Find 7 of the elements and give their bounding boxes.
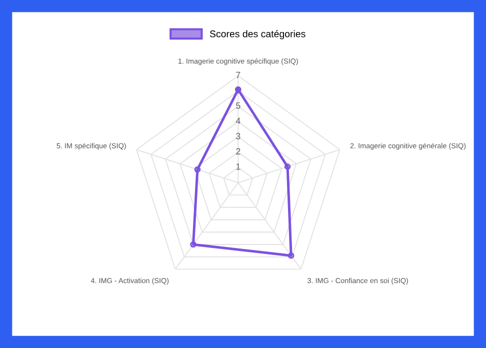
y-tick-label: 3	[236, 132, 240, 140]
legend-label: Scores des catégories	[210, 30, 306, 40]
y-tick-label: 2	[236, 148, 240, 154]
y-tick-label: 7	[236, 72, 240, 78]
y-tick-label: 5	[236, 102, 240, 109]
y-tick-label: 4	[236, 118, 240, 124]
y-tick-label: 1	[236, 164, 240, 170]
